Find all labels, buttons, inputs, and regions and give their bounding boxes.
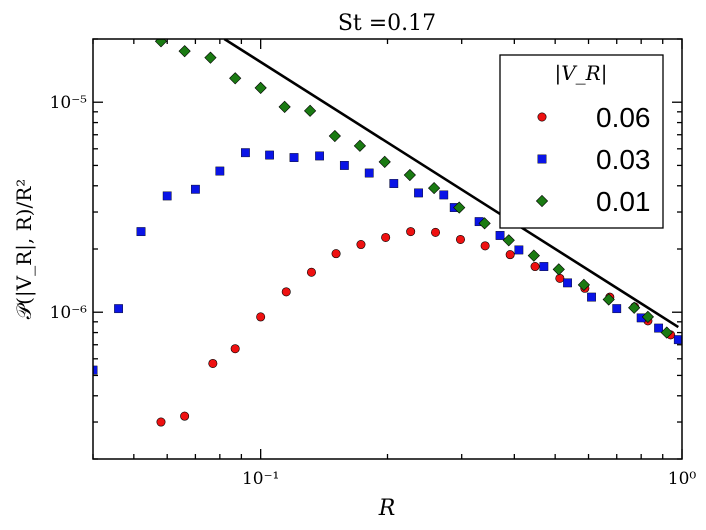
data-point [191,184,200,194]
data-point [455,234,465,244]
legend-label: 0.01 [596,186,651,217]
data-point [204,51,217,64]
data-point [505,250,515,260]
legend-label: 0.06 [596,102,651,133]
data-point [612,304,622,314]
data-point [114,304,123,314]
data-point [339,161,349,170]
data-point [353,139,366,152]
legend-entry: 0.06 [537,102,651,133]
data-point [381,232,391,242]
data-point [378,155,391,168]
data-point [673,335,682,345]
series-circle [156,227,676,427]
data-point [306,267,316,277]
plot-frame [92,38,683,460]
data-point [208,358,218,368]
y-axis-label: 𝒫(|V_R|, R)/R² [12,179,37,320]
data-point [180,411,190,421]
data-point [328,129,341,143]
y-tick-label: 10⁻⁶ [50,303,88,323]
data-point [431,227,441,237]
data-point [602,293,615,306]
data-point [563,278,572,288]
data-point [555,273,565,283]
data-point [403,168,416,182]
legend-entries: 0.06 0.03 0.01 [535,102,651,217]
legend-entry: 0.03 [537,144,651,175]
data-point [527,249,540,262]
data-point [230,344,240,354]
data-point [641,310,654,323]
data-point [495,231,505,240]
data-point [439,190,449,200]
data-point [628,301,641,314]
data-point [162,191,172,201]
x-tick-label: 10⁻¹ [242,469,279,489]
data-point [215,166,225,176]
legend-title: |V_R| [555,61,608,86]
data-point [281,287,291,297]
data-point [428,181,441,195]
series-diamond [154,39,673,339]
data-point [453,201,466,214]
data-point [414,188,423,198]
data-point [514,245,524,255]
data-point [136,227,146,237]
data-point [178,45,191,58]
data-point [156,417,166,427]
x-axis-label: R [378,496,396,521]
data-point [654,323,664,333]
data-point [278,100,291,113]
data-point [577,278,590,291]
data-point [256,312,266,322]
legend-label: 0.03 [596,144,651,175]
legend: |V_R| 0.06 0.03 0.01 [499,54,664,229]
chart-title: St =0.17 [338,11,436,36]
data-point [154,39,168,48]
tick-layer: 10⁻¹ 10⁰ 10⁻⁶ 10⁻⁵ [50,38,697,489]
data-point [254,81,267,94]
y-tick-label: 10⁻⁵ [50,93,88,113]
data-point [406,227,416,237]
data-point [660,326,673,339]
data-point [356,240,366,250]
data-point [480,241,490,251]
data-point [229,72,242,85]
data-point [530,262,540,272]
data-point [331,249,341,259]
data-point [315,151,325,161]
series-layer [93,39,682,427]
data-point [241,148,250,158]
legend-marker [537,154,547,164]
data-point [389,179,399,188]
x-tick-label: 10⁰ [668,469,697,489]
data-point [265,150,274,160]
data-point [478,217,491,230]
legend-box [499,54,664,229]
data-point [303,104,317,117]
reference-slope-line [223,39,679,329]
legend-marker [535,194,549,208]
data-point [587,292,596,302]
legend-marker [537,112,547,122]
data-point [539,262,549,271]
data-point [502,234,515,247]
data-point [289,153,299,162]
data-point [552,263,565,276]
data-point [364,168,374,178]
legend-entry: 0.01 [535,186,651,217]
